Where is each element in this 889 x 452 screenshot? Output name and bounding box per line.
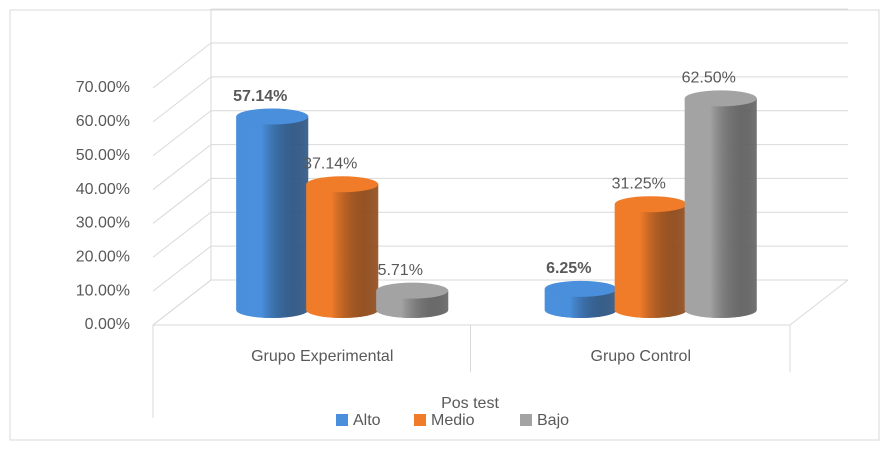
grid-line [152, 177, 848, 224]
bar [544, 280, 617, 318]
x-tick-label: Grupo Experimental [251, 348, 393, 365]
bar [376, 282, 449, 318]
bar-top [236, 108, 309, 125]
data-label: 37.14% [303, 155, 357, 172]
bar-top [306, 176, 379, 193]
legend-label: Bajo [537, 412, 569, 429]
y-tick-label: 50.00% [76, 147, 130, 164]
grid-line [152, 144, 848, 190]
data-label: 62.50% [682, 70, 736, 87]
legend-title: Pos test [441, 395, 499, 412]
bar-shade [684, 98, 757, 319]
legend-label: Medio [431, 412, 475, 429]
bar [614, 196, 687, 318]
legend-swatch [414, 414, 426, 426]
y-tick-label: 60.00% [76, 113, 130, 130]
bar [236, 108, 309, 318]
bar-top [614, 196, 687, 213]
data-label: 5.71% [378, 262, 423, 279]
legend-swatch [336, 414, 348, 426]
legend-label: Alto [353, 412, 381, 429]
y-tick-label: 30.00% [76, 215, 130, 232]
y-tick-label: 70.00% [76, 79, 130, 96]
data-label: 6.25% [546, 260, 591, 277]
bar-shade [614, 204, 687, 318]
bar-top [376, 282, 449, 299]
bar-shade [236, 116, 309, 318]
x-tick-label: Grupo Control [591, 348, 692, 365]
bar-top [544, 280, 617, 297]
bar [306, 176, 379, 318]
bar-shade [544, 288, 617, 318]
legend-swatch [520, 414, 532, 426]
grid-line [152, 76, 848, 123]
y-tick-label: 40.00% [76, 181, 130, 198]
bar [684, 90, 757, 319]
bar-top [684, 90, 757, 107]
data-label: 31.25% [612, 175, 666, 192]
y-tick-label: 0.00% [85, 316, 130, 333]
y-tick-label: 20.00% [76, 249, 130, 266]
grid-line [152, 110, 848, 157]
bar-shade [306, 184, 379, 318]
data-label: 57.14% [233, 88, 287, 105]
y-tick-label: 10.00% [76, 282, 130, 299]
grid-line [152, 42, 848, 89]
